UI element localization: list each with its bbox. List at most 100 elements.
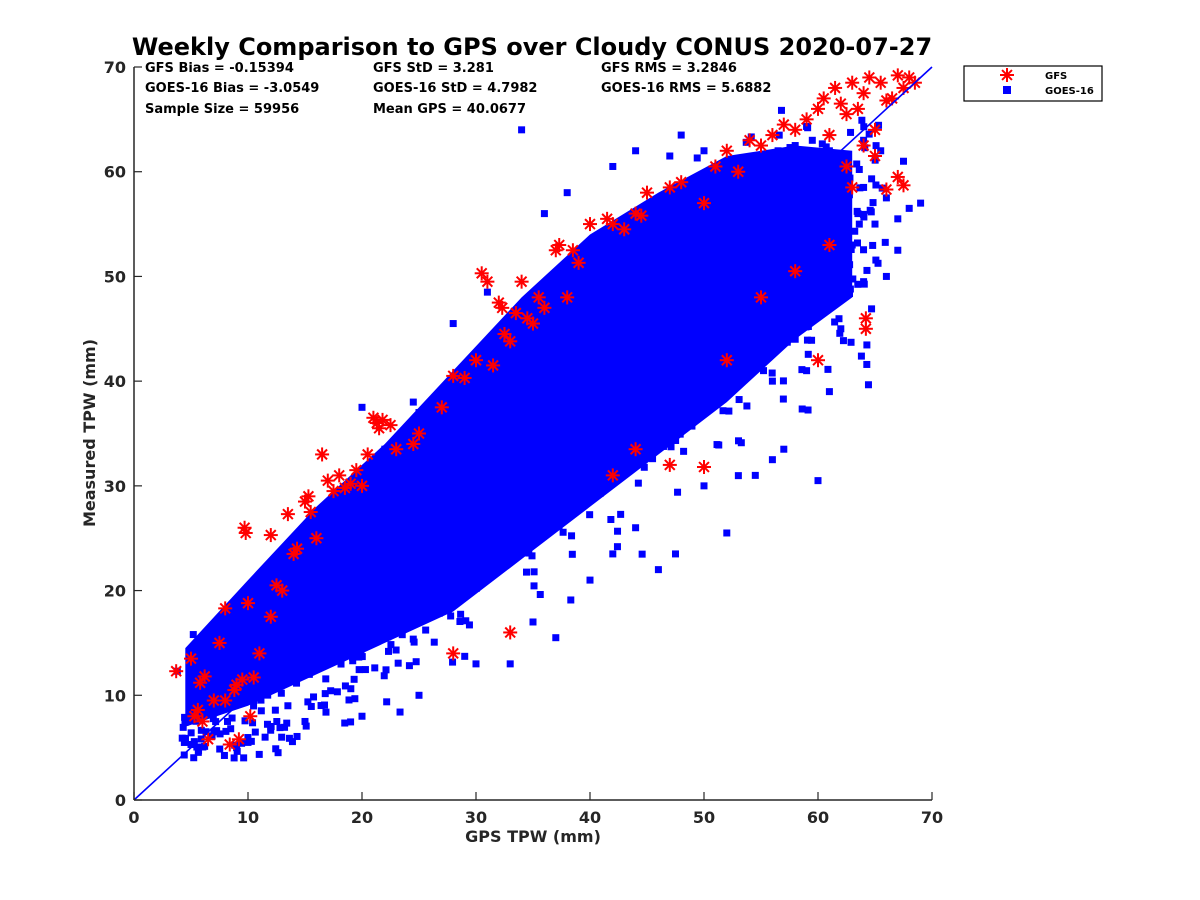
- cloud-point: [829, 179, 837, 187]
- cloud-point: [293, 679, 301, 687]
- cloud-point: [839, 337, 847, 345]
- goes-point: [415, 409, 423, 417]
- cloud-point: [530, 582, 538, 590]
- gfs-point: [605, 468, 620, 483]
- cloud-point: [564, 425, 572, 433]
- cloud-point: [344, 609, 352, 617]
- cloud-point: [571, 327, 579, 335]
- cloud-point: [513, 411, 521, 419]
- cloud-point: [562, 464, 570, 472]
- goes-point: [877, 147, 885, 155]
- cloud-point: [534, 344, 542, 352]
- cloud-point: [530, 568, 538, 576]
- cloud-point: [449, 658, 457, 666]
- goes-point: [381, 445, 389, 453]
- gfs-point: [868, 149, 882, 164]
- cloud-point: [825, 277, 833, 285]
- cloud-point: [443, 580, 451, 588]
- cloud-point: [479, 497, 487, 505]
- cloud-point: [469, 452, 477, 460]
- cloud-point: [868, 175, 876, 183]
- cloud-point: [642, 302, 650, 310]
- cloud-point: [550, 502, 558, 510]
- goes-point: [780, 445, 788, 453]
- cloud-point: [711, 392, 719, 400]
- goes-point: [358, 524, 366, 532]
- cloud-point: [345, 550, 353, 558]
- cloud-point: [225, 661, 233, 669]
- cloud-point: [202, 688, 210, 696]
- goes-point: [518, 126, 526, 134]
- cloud-point: [682, 258, 690, 266]
- cloud-point: [332, 523, 340, 531]
- cloud-point: [636, 419, 644, 427]
- cloud-point: [361, 635, 369, 643]
- cloud-point: [539, 450, 547, 458]
- cloud-point: [298, 632, 306, 640]
- cloud-point: [523, 456, 531, 464]
- cloud-point: [255, 750, 263, 758]
- cloud-point: [637, 308, 645, 316]
- cloud-point: [443, 527, 451, 535]
- legend-gfs-label: GFS: [1045, 71, 1067, 82]
- goes-point: [278, 576, 286, 584]
- goes-point: [227, 623, 235, 631]
- cloud-point: [855, 220, 863, 228]
- goes-point: [672, 189, 679, 197]
- goes-point: [626, 414, 634, 422]
- cloud-point: [285, 595, 293, 603]
- gfs-point: [241, 596, 255, 611]
- cloud-point: [484, 441, 492, 449]
- goes-point: [506, 660, 514, 668]
- axes: 0 10 20 30 40 50 60 70 0 10 20 30 40 50 60 70: [104, 58, 943, 827]
- gfs-point: [628, 442, 643, 457]
- goes-point: [831, 251, 839, 259]
- cloud-point: [275, 665, 283, 673]
- cloud-point: [341, 616, 349, 624]
- cloud-point: [337, 660, 345, 668]
- goes-point: [666, 152, 674, 160]
- cloud-point: [539, 422, 547, 430]
- cloud-point: [847, 246, 855, 254]
- cloud-point: [205, 703, 213, 711]
- goes-point: [803, 367, 811, 375]
- cloud-point: [812, 293, 820, 301]
- cloud-point: [688, 422, 696, 430]
- x-tick-label: 40: [579, 808, 601, 827]
- cloud-point: [710, 321, 718, 329]
- x-axis-label: GPS TPW (mm): [465, 827, 601, 846]
- gfs-point: [290, 541, 305, 556]
- legend-goes-marker: [1003, 86, 1011, 94]
- cloud-point: [288, 738, 296, 746]
- goes-point: [900, 157, 907, 165]
- cloud-point: [865, 130, 873, 138]
- cloud-point: [341, 558, 349, 566]
- cloud-point: [452, 571, 460, 579]
- cloud-point: [430, 472, 438, 480]
- gfs-point: [238, 525, 253, 540]
- cloud-point: [341, 719, 349, 727]
- cloud-point: [346, 591, 354, 599]
- gfs-point: [197, 669, 212, 684]
- gfs-point: [480, 274, 495, 289]
- goes-point: [654, 566, 662, 574]
- cloud-point: [300, 614, 308, 622]
- cloud-point: [388, 618, 396, 626]
- goes-point: [751, 210, 759, 218]
- cloud-point: [823, 217, 831, 225]
- cloud-point: [405, 662, 413, 670]
- cloud-point: [735, 396, 743, 404]
- goes-point: [330, 513, 337, 521]
- cloud-point: [582, 297, 590, 305]
- cloud-point: [302, 722, 310, 730]
- cloud-point: [341, 682, 349, 690]
- gfs-point: [640, 185, 654, 200]
- cloud-point: [727, 272, 735, 280]
- cloud-point: [586, 511, 594, 519]
- cloud-point: [483, 509, 491, 517]
- goes-point: [324, 581, 332, 589]
- cloud-point: [659, 218, 667, 226]
- cloud-point: [394, 659, 402, 667]
- cloud-point: [664, 194, 672, 202]
- cloud-point: [202, 728, 210, 736]
